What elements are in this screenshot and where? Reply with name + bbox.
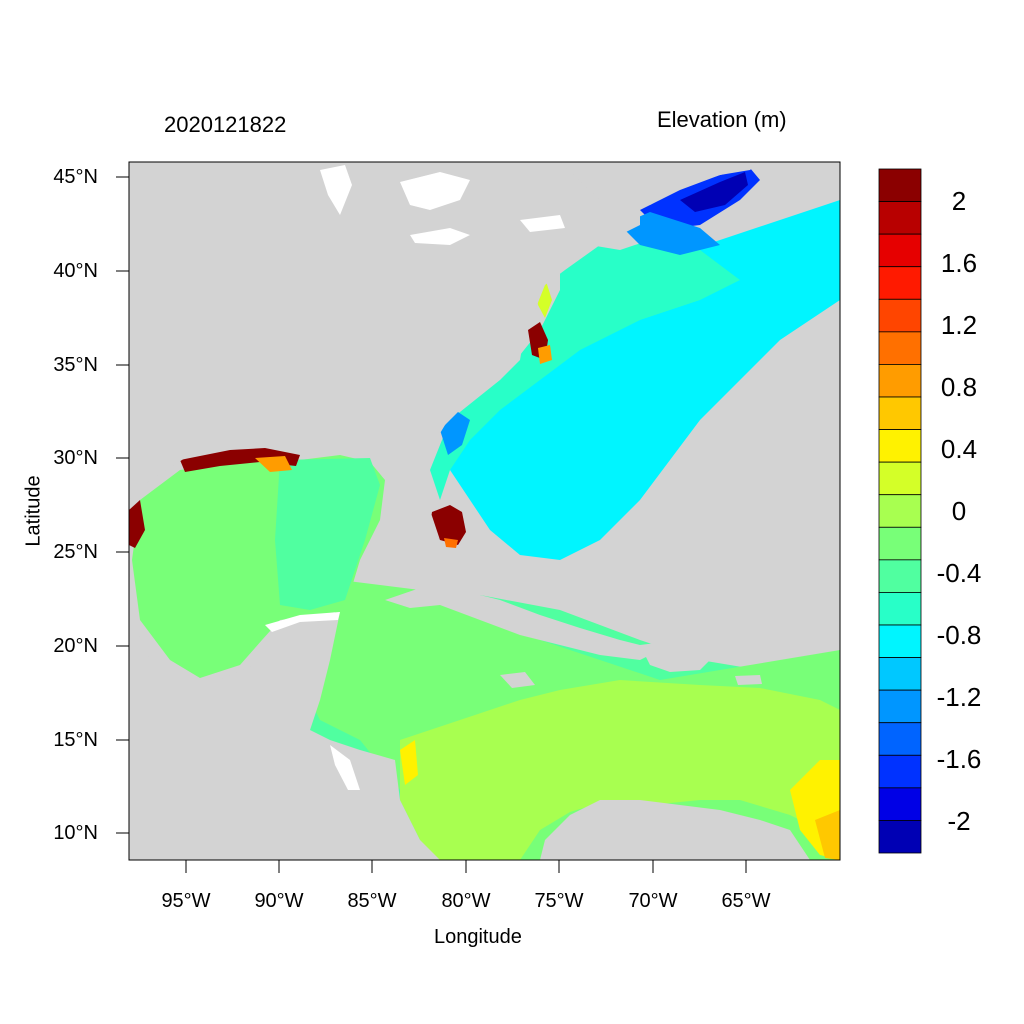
colorbar-label: 0.8 bbox=[940, 372, 978, 402]
xtick-label: 90°W bbox=[254, 890, 304, 912]
texas-surge bbox=[129, 500, 145, 548]
colorbar-swatch bbox=[878, 168, 922, 202]
xtick-label: 75°W bbox=[534, 890, 584, 912]
x-axis-ticks bbox=[185, 860, 747, 873]
y-axis-ticks bbox=[116, 176, 129, 834]
colorbar-swatch bbox=[878, 526, 922, 561]
colorbar-label: -0.8 bbox=[936, 620, 982, 650]
jamaica-land bbox=[500, 672, 535, 688]
hispaniola-land bbox=[640, 640, 720, 672]
colorbar-swatch bbox=[878, 396, 922, 430]
map-plot-area bbox=[129, 162, 840, 860]
gulf-of-maine-edge bbox=[620, 212, 720, 255]
colorbar bbox=[878, 168, 922, 854]
venezuela-orange bbox=[815, 810, 840, 860]
ytick-label: 10°N bbox=[53, 822, 98, 844]
colorbar-swatch bbox=[878, 298, 922, 333]
x-axis-label: Longitude bbox=[434, 926, 522, 948]
gulf-of-maine-core bbox=[680, 172, 748, 212]
colorbar-label: 2 bbox=[951, 186, 967, 216]
louisiana-surge bbox=[180, 448, 300, 472]
ytick-label: 20°N bbox=[53, 635, 98, 657]
north-america-land bbox=[129, 162, 640, 540]
colorbar-label: 0.4 bbox=[940, 434, 978, 464]
colorbar-label: -1.2 bbox=[936, 682, 982, 712]
ytick-label: 35°N bbox=[53, 354, 98, 376]
atlantic-cyan-region bbox=[450, 200, 840, 560]
central-america-lake bbox=[330, 745, 360, 790]
colorbar-label: -1.6 bbox=[936, 744, 982, 774]
ytick-label: 25°N bbox=[53, 541, 98, 563]
colorbar-swatch bbox=[878, 461, 922, 496]
colorbar-swatch bbox=[878, 559, 922, 593]
shelf-teal bbox=[430, 240, 740, 500]
colorbar-swatch bbox=[878, 364, 922, 398]
timestamp-title: 2020121822 bbox=[164, 112, 287, 137]
colorbar-swatch bbox=[878, 592, 922, 626]
colorbar-swatch bbox=[878, 722, 922, 756]
southern-caribbean bbox=[400, 680, 840, 860]
yucatan-coast-water bbox=[265, 612, 340, 632]
mexico-land bbox=[129, 560, 440, 860]
xtick-label: 85°W bbox=[347, 890, 397, 912]
gulf-deep-band bbox=[275, 458, 380, 610]
xtick-label: 70°W bbox=[628, 890, 678, 912]
outer-banks-orange bbox=[538, 345, 552, 364]
honduras-yellow bbox=[400, 740, 418, 785]
cuba-land bbox=[385, 588, 660, 660]
ytick-label: 40°N bbox=[53, 260, 98, 282]
variable-title: Elevation (m) bbox=[657, 107, 787, 132]
south-america-land bbox=[540, 800, 810, 860]
carolina-shelf-blue bbox=[440, 412, 470, 455]
colorbar-swatch bbox=[878, 494, 922, 528]
colorbar-label: 0 bbox=[951, 496, 967, 526]
xtick-label: 80°W bbox=[441, 890, 491, 912]
maine-land bbox=[600, 162, 760, 205]
map-frame bbox=[128, 161, 841, 861]
colorbar-swatch bbox=[878, 657, 922, 691]
xtick-label: 95°W bbox=[161, 890, 211, 912]
xtick-label: 65°W bbox=[721, 890, 771, 912]
colorbar-swatch bbox=[878, 820, 922, 854]
great-lakes-water bbox=[320, 165, 565, 245]
colorbar-label: -2 bbox=[947, 806, 971, 836]
florida-surge bbox=[430, 505, 466, 545]
florida-surge-edge bbox=[444, 538, 458, 548]
colorbar-swatch bbox=[878, 429, 922, 463]
colorbar-swatch bbox=[878, 624, 922, 658]
colorbar-swatch bbox=[878, 201, 922, 235]
colorbar-label: 1.2 bbox=[940, 310, 978, 340]
colorbar-swatch bbox=[878, 266, 922, 300]
ytick-label: 45°N bbox=[53, 166, 98, 188]
colorbar-swatch bbox=[878, 233, 922, 268]
y-axis-label: Latitude bbox=[22, 475, 45, 547]
colorbar-label: -0.4 bbox=[936, 558, 982, 588]
puerto-rico-land bbox=[735, 675, 762, 685]
colorbar-swatch bbox=[878, 331, 922, 365]
louisiana-orange bbox=[255, 456, 292, 472]
ytick-label: 30°N bbox=[53, 447, 98, 469]
ytick-label: 15°N bbox=[53, 729, 98, 751]
colorbar-label: 1.6 bbox=[940, 248, 978, 278]
